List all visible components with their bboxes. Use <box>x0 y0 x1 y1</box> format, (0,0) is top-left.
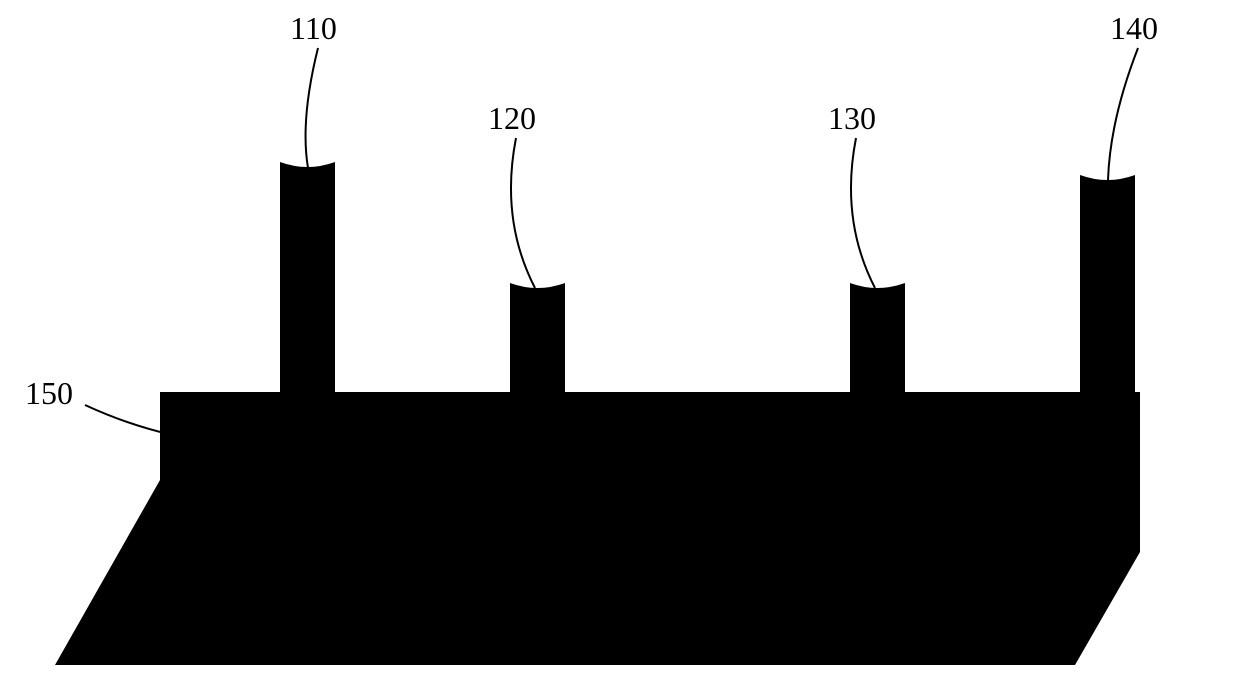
leader-140 <box>1108 48 1138 180</box>
label-150: 150 <box>25 375 73 412</box>
pillar-120 <box>510 283 565 392</box>
diagram-canvas: 110 120 130 140 150 <box>0 0 1240 678</box>
pillar-130 <box>850 283 905 392</box>
pillar-140 <box>1080 175 1135 392</box>
leader-110 <box>306 48 318 168</box>
label-140: 140 <box>1110 10 1158 47</box>
base-slab-150 <box>55 392 1140 665</box>
leader-130 <box>851 138 875 288</box>
diagram-svg <box>0 0 1240 678</box>
pillar-110 <box>280 162 335 392</box>
label-120: 120 <box>488 100 536 137</box>
label-110: 110 <box>290 10 337 47</box>
label-130: 130 <box>828 100 876 137</box>
leader-120 <box>511 138 535 288</box>
